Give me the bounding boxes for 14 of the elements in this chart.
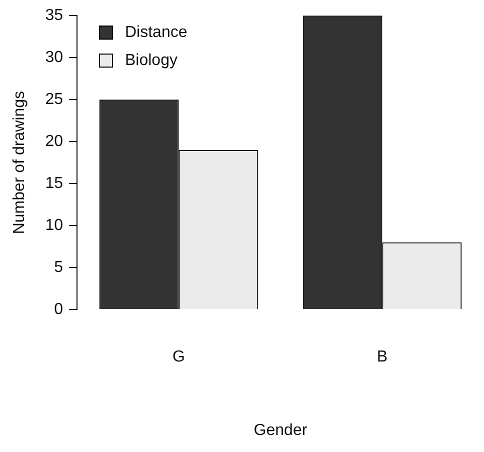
y-tick-label: 35 (45, 7, 64, 24)
y-axis-title: Number of drawings (11, 91, 28, 234)
y-tick-label: 25 (45, 91, 64, 108)
y-tick-label: 30 (45, 49, 64, 66)
x-axis-title: Gender (254, 422, 308, 439)
y-tick-label: 20 (45, 133, 64, 150)
x-tick-label: G (172, 348, 185, 366)
legend-label: Distance (124, 24, 188, 42)
legend-label: Biology (124, 52, 178, 70)
y-tick-label: 15 (45, 175, 64, 192)
y-tick-label: 10 (45, 217, 64, 234)
y-tick-label: 0 (54, 301, 64, 318)
y-tick-label: 5 (54, 259, 64, 276)
x-tick-label: B (376, 348, 388, 366)
